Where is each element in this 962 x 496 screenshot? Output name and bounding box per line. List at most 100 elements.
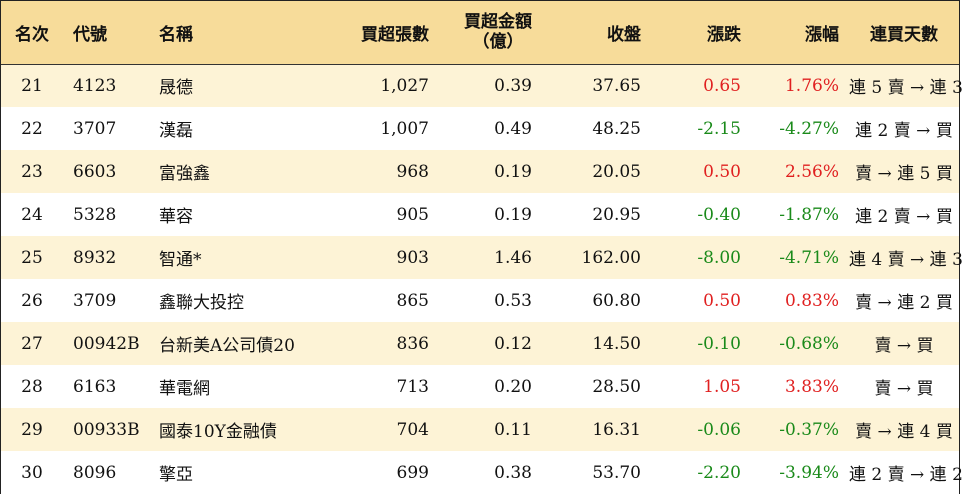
header-pct: 漲幅 [805,24,839,45]
table-row: 27 00942B 台新美A公司債20 836 0.12 14.50 -0.10 -0.68%… [1,322,959,365]
cell-code: 6163 [73,376,117,397]
cell-change: 0.50 [703,290,741,311]
cell-name: 智通* [159,250,202,270]
cell-days: 賣 → 買 [874,336,934,356]
cell-pct: -1.87% [779,204,839,225]
cell-pct: 1.76% [784,75,839,96]
header-volume: 買超張數 [361,24,429,45]
cell-change: -0.10 [697,333,741,354]
header-row: 名次 代號 名稱 買超張數 買超金額 （億） 收盤 漲跌 漲幅 連買天數 [1,1,959,64]
cell-pct: 0.83% [784,290,839,311]
cell-days: 連 2 賣 → 買 [855,121,953,141]
cell-amount: 0.20 [494,376,532,397]
header-amount-line2: （億） [472,32,524,53]
cell-days: 賣 → 連 2 買 [855,293,953,313]
cell-close: 20.05 [592,161,641,182]
cell-pct: 2.56% [784,161,839,182]
cell-volume: 865 [396,290,429,311]
table-row: 26 3709 鑫聯大投控 865 0.53 60.80 0.50 0.83% 賣 → 連 2 … [1,279,959,322]
cell-close: 14.50 [592,333,641,354]
table-header: 名次 代號 名稱 買超張數 買超金額 （億） 收盤 漲跌 漲幅 連買天數 [1,1,959,64]
table-row: 25 8932 智通* 903 1.46 162.00 -8.00 -4.71% 連 4 賣 →… [1,236,962,279]
cell-volume: 968 [396,161,429,182]
cell-change: -0.40 [697,204,741,225]
cell-close: 60.80 [592,290,641,311]
cell-rank: 29 [21,419,43,440]
header-amount-line1: 買超金額 [464,12,532,33]
cell-code: 3709 [73,290,117,311]
cell-days: 賣 → 連 5 買 [855,164,953,184]
cell-name: 華電網 [159,379,210,399]
cell-days: 連 2 賣 → 買 [855,207,953,227]
table-body: 21 4123 晟德 1,027 0.39 37.65 0.65 1.76% 連 5 賣 → 連… [1,64,962,494]
cell-amount: 0.19 [494,161,532,182]
cell-name: 鑫聯大投控 [159,293,244,313]
cell-pct: -4.71% [779,247,839,268]
cell-pct: -0.68% [779,333,839,354]
cell-name: 台新美A公司債20 [159,336,295,356]
table-row: 28 6163 華電網 713 0.20 28.50 1.05 3.83% 賣 → 買 [1,365,959,408]
cell-close: 37.65 [592,75,641,96]
table-row: 30 8096 擎亞 699 0.38 53.70 -2.20 -3.94% 連 2 賣 → 連… [1,451,962,494]
header-name: 名稱 [159,24,193,45]
cell-change: -2.20 [697,462,741,483]
cell-name: 晟德 [159,78,193,99]
cell-code: 4123 [73,75,117,96]
table-row: 23 6603 富強鑫 968 0.19 20.05 0.50 2.56% 賣 → 連 5 買 [1,150,959,193]
cell-volume: 905 [396,204,429,225]
cell-change: -8.00 [697,247,741,268]
cell-close: 16.31 [592,419,641,440]
cell-close: 162.00 [581,247,641,268]
cell-code: 3707 [73,118,117,139]
cell-change: -0.06 [697,419,741,440]
cell-volume: 1,027 [380,75,429,96]
cell-pct: -4.27% [779,118,839,139]
cell-amount: 0.12 [494,333,532,354]
cell-code: 8932 [73,247,117,268]
cell-amount: 0.53 [494,290,532,311]
cell-volume: 1,007 [380,118,429,139]
cell-change: 0.50 [703,161,741,182]
cell-days: 連 5 賣 → 連 3 買 [849,78,962,99]
cell-code: 00942B [73,333,140,354]
cell-volume: 903 [396,247,429,268]
cell-rank: 26 [21,290,43,311]
cell-amount: 1.46 [494,247,532,268]
cell-amount: 0.49 [494,118,532,139]
cell-amount: 0.39 [494,75,532,96]
cell-pct: -3.94% [779,462,839,483]
cell-code: 5328 [73,204,117,225]
cell-pct: 3.83% [784,376,839,397]
cell-code: 8096 [73,462,117,483]
cell-days: 賣 → 買 [874,379,934,399]
header-days: 連買天數 [870,24,938,45]
cell-close: 20.95 [592,204,641,225]
cell-rank: 21 [21,75,43,96]
cell-amount: 0.38 [494,462,532,483]
cell-code: 6603 [73,161,117,182]
header-rank: 名次 [15,24,49,45]
cell-days: 連 4 賣 → 連 3 買 [849,250,962,270]
cell-change: 1.05 [703,376,741,397]
cell-rank: 22 [21,118,43,139]
table-row: 21 4123 晟德 1,027 0.39 37.65 0.65 1.76% 連 5 賣 → 連… [1,64,962,107]
cell-volume: 699 [396,462,429,483]
cell-amount: 0.19 [494,204,532,225]
cell-name: 漢磊 [159,121,193,141]
cell-code: 00933B [73,419,140,440]
table-row: 24 5328 華容 905 0.19 20.95 -0.40 -1.87% 連 2 賣 → 買 [1,193,959,236]
cell-rank: 24 [21,204,43,225]
cell-close: 28.50 [592,376,641,397]
header-close: 收盤 [607,24,641,45]
cell-days: 賣 → 連 4 買 [855,422,953,442]
table-row: 29 00933B 國泰10Y金融債 704 0.11 16.31 -0.06 -0.37% 賣… [1,408,959,451]
header-change: 漲跌 [707,24,741,45]
cell-amount: 0.11 [494,419,532,440]
cell-rank: 27 [21,333,43,354]
cell-rank: 28 [21,376,43,397]
cell-name: 富強鑫 [159,164,210,184]
cell-volume: 836 [396,333,429,354]
cell-change: 0.65 [703,75,741,96]
